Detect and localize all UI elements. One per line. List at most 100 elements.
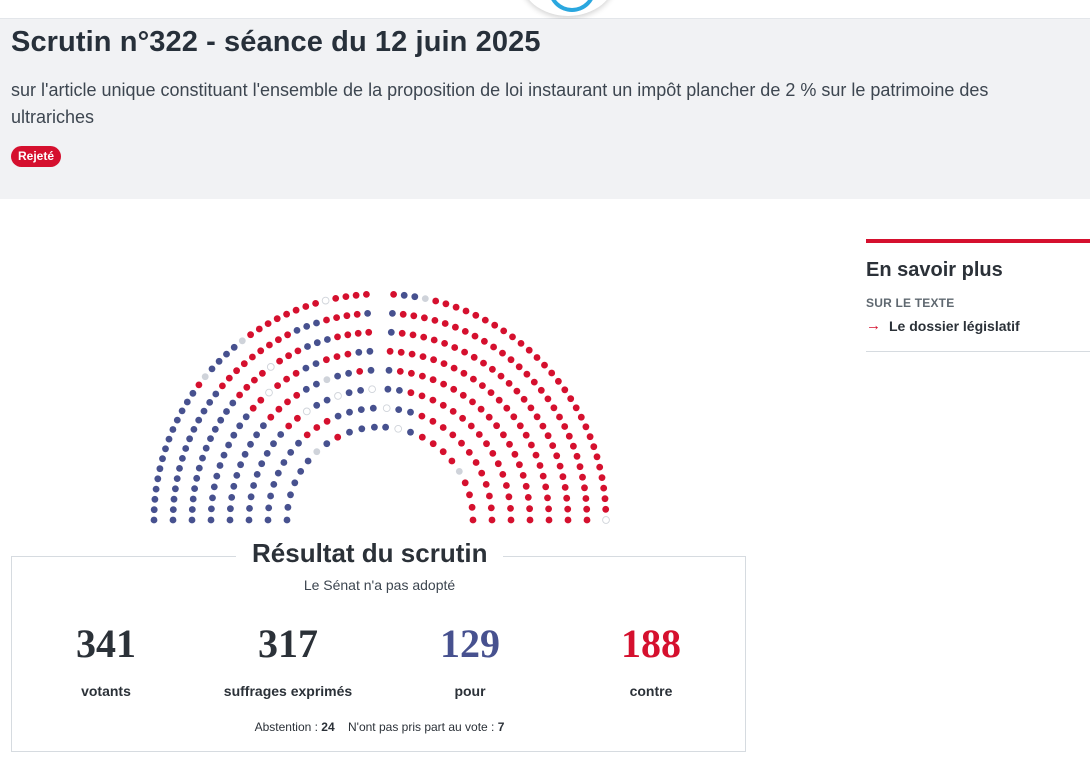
seat-pour (230, 482, 238, 490)
seat-contre (219, 382, 226, 390)
seat-contre (490, 343, 497, 351)
side-accent-bar (866, 239, 1090, 243)
seat-pour (313, 319, 320, 327)
seat-pour (190, 426, 198, 433)
seat-contre (536, 462, 544, 469)
seat-pour (211, 425, 219, 433)
seat-contre (461, 479, 469, 487)
seat-contre (421, 314, 428, 322)
seat-contre (563, 494, 571, 502)
stat-exprimes: 317 suffrages exprimés (188, 621, 388, 699)
seat-contre (506, 440, 513, 448)
seat-contre (499, 349, 506, 357)
seat-contre (507, 356, 515, 364)
seat-contre (548, 369, 556, 377)
side-panel: En savoir plus SUR LE TEXTE → Le dossier… (866, 239, 1090, 352)
seat-pour (159, 455, 166, 463)
seat-contre (523, 370, 531, 378)
seat-pour (207, 516, 215, 524)
seat-pour (366, 347, 374, 355)
seat-pour (230, 431, 238, 439)
seat-contre (195, 381, 203, 389)
seat-pour (260, 422, 267, 430)
seat-contre (555, 377, 562, 385)
seat-contre (469, 516, 477, 524)
seat-pour (173, 475, 181, 482)
seat-contre (533, 413, 541, 421)
seat-contre (567, 395, 575, 403)
seat-contre (249, 404, 257, 412)
seat-contre (292, 306, 300, 314)
seat-contre (507, 505, 514, 512)
seat-contre (544, 395, 552, 403)
seat-pour (246, 505, 253, 512)
stat-contre: 188 contre (551, 621, 751, 699)
seat-contre (459, 414, 466, 422)
seat-pour (236, 422, 244, 430)
seat-pour (223, 350, 230, 358)
seat-contre (284, 398, 291, 406)
seat-contre (419, 372, 426, 380)
seat-pour (382, 423, 389, 431)
seat-contre (267, 413, 275, 421)
seat-contre (487, 504, 495, 512)
seat-pour (253, 471, 261, 478)
seat-pour (176, 465, 183, 472)
seat-contre (526, 516, 534, 524)
page-title: Scrutin n°322 - séance du 12 juin 2025 (11, 26, 541, 58)
seat-pour (207, 435, 214, 442)
seat-pour (213, 472, 221, 480)
seat-pour (396, 387, 403, 394)
seat-contre (259, 369, 266, 377)
seat-contre (482, 481, 490, 488)
seat-contre (522, 431, 530, 439)
seat-contre (273, 315, 281, 323)
seat-pour (295, 439, 302, 447)
seat-contre (451, 344, 459, 351)
seat-pour (364, 310, 371, 317)
seat-contre (356, 368, 364, 375)
seat-contre (409, 331, 417, 339)
seat-pour (263, 450, 271, 457)
seat-pour (151, 495, 159, 503)
seat-pour (241, 450, 249, 458)
seat-contre (233, 367, 240, 375)
seat-contre (479, 382, 486, 389)
seat-pour (312, 360, 320, 367)
seat-contre (500, 431, 507, 439)
seat-contre (467, 422, 475, 430)
seat-pour (385, 366, 393, 374)
seat-contre (420, 333, 428, 341)
seat-pour (188, 506, 196, 513)
seat-pour (208, 505, 215, 513)
seat-contre (522, 482, 530, 490)
seat-contre (494, 460, 502, 468)
seat-pour (334, 372, 341, 380)
seat-contre (243, 383, 251, 391)
seat-contre (539, 472, 547, 480)
vote-footnote: Abstention : 24 N'ont pas pris part au v… (12, 720, 747, 734)
seat-contre (439, 424, 447, 431)
seat-pour (209, 494, 216, 502)
seat-contre (293, 391, 301, 399)
seat-contre (276, 357, 283, 365)
seat-pour (293, 327, 301, 334)
seat-contre (487, 389, 495, 396)
seat-pour (389, 310, 396, 317)
seat-contre (429, 376, 437, 384)
dossier-legislatif-link[interactable]: → Le dossier législatif (866, 317, 1090, 334)
seat-contre (458, 439, 465, 447)
seat-contre (398, 329, 406, 337)
seat-pour (233, 472, 241, 479)
seat-pour (195, 416, 203, 424)
seat-contre (537, 386, 545, 394)
seat-pour (237, 461, 244, 469)
seat-contre (515, 363, 523, 371)
contre-label: contre (629, 683, 673, 699)
seat-contre (500, 327, 508, 335)
seat-pour (371, 423, 378, 431)
page-subtitle: sur l'article unique constituant l'ensem… (11, 80, 989, 127)
seat-contre (442, 300, 450, 308)
seat-contre (524, 494, 532, 501)
contre-count: 188 (621, 621, 681, 666)
